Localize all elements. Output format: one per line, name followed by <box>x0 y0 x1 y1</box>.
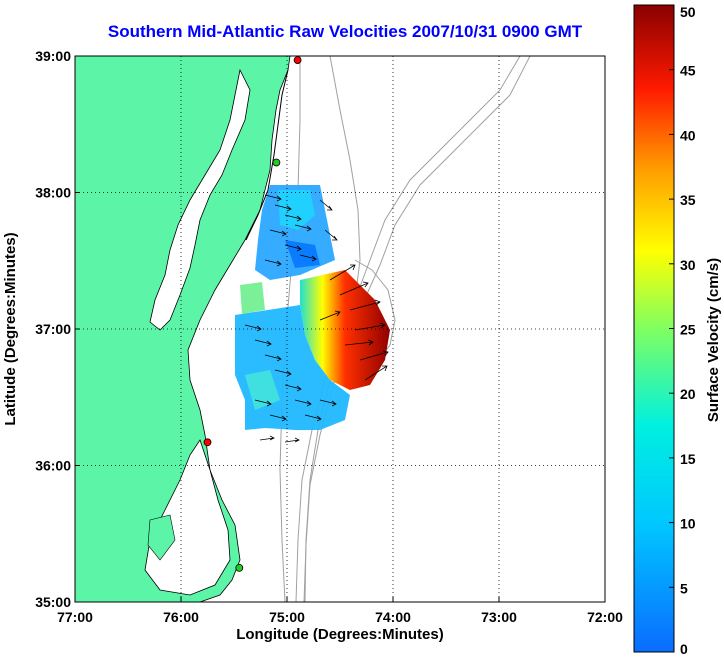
station-marker <box>293 56 302 64</box>
land-mainland <box>75 56 291 602</box>
delmarva-coast <box>245 69 289 241</box>
colorbar-tick-label: 10 <box>680 516 696 532</box>
y-ticks: 39:00 38:00 37:00 36:00 35:00 <box>35 48 80 610</box>
x-tick-label: 73:00 <box>481 609 517 625</box>
x-axis-label: Longitude (Degrees:Minutes) <box>236 626 444 643</box>
colorbar-tick-label: 15 <box>680 451 696 467</box>
colorbar-tick-label: 0 <box>680 641 688 657</box>
y-tick-label: 36:00 <box>35 458 71 474</box>
velocity-arrows <box>244 194 389 443</box>
y-tick-label: 37:00 <box>35 321 71 337</box>
station-marker <box>203 438 212 447</box>
x-tick-label: 77:00 <box>57 609 93 625</box>
x-tick-label: 74:00 <box>375 609 411 625</box>
pamlico-sound <box>144 439 231 596</box>
colorbar-tick-label: 45 <box>680 63 696 79</box>
y-tick-label: 38:00 <box>35 185 71 201</box>
grid-lines <box>75 56 605 602</box>
colorbar-label: Surface Velocity (cm/s) <box>705 258 722 422</box>
colorbar-tick-label: 5 <box>680 580 688 596</box>
velocity-region-core <box>300 270 390 390</box>
y-tick-label: 35:00 <box>35 594 71 610</box>
x-tick-label: 75:00 <box>269 609 305 625</box>
chart-title: Southern Mid-Atlantic Raw Velocities 200… <box>107 22 583 41</box>
colorbar-tick-label: 20 <box>680 386 696 402</box>
station-marker <box>235 563 244 572</box>
velocity-field <box>235 185 390 430</box>
colorbar <box>633 4 675 653</box>
colorbar-tick-label: 35 <box>680 192 696 208</box>
y-tick-label: 39:00 <box>35 48 71 64</box>
colorbar-tick-label: 25 <box>680 322 696 338</box>
x-tick-label: 76:00 <box>163 609 199 625</box>
station-markers <box>203 56 302 572</box>
colorbar-tick-label: 50 <box>680 4 696 20</box>
x-ticks: 77:00 76:00 75:00 74:00 73:00 72:00 <box>57 597 623 625</box>
x-tick-label: 72:00 <box>587 609 623 625</box>
colorbar-ticks: 0 5 10 15 20 25 30 35 40 45 50 <box>669 4 696 657</box>
colorbar-tick-label: 40 <box>680 127 696 143</box>
chesapeake-bay <box>149 68 251 331</box>
station-marker <box>272 158 281 167</box>
y-axis-label: Latitude (Degrees:Minutes) <box>2 232 19 425</box>
colorbar-tick-label: 30 <box>680 257 696 273</box>
